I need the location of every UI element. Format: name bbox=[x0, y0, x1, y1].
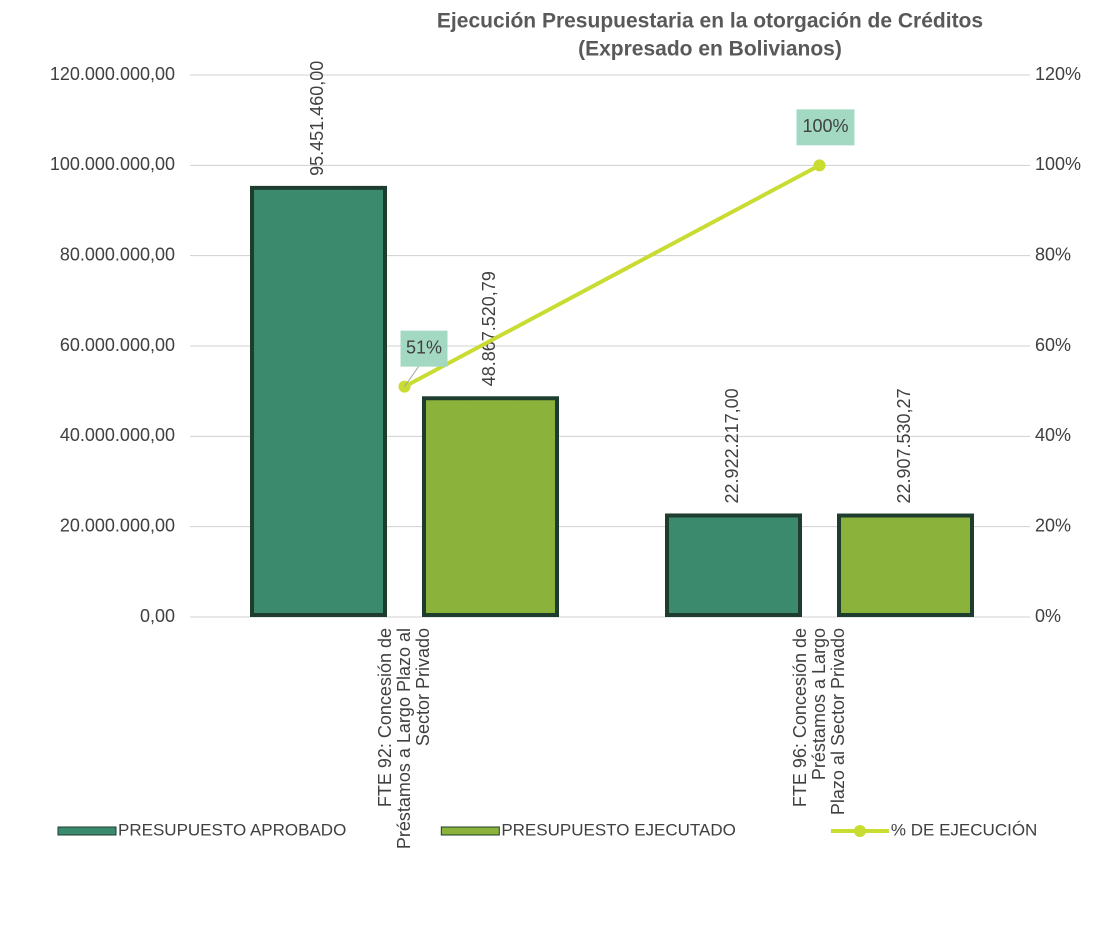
line-value-label: 100% bbox=[802, 116, 848, 136]
bar-shine bbox=[841, 517, 970, 613]
y-tick-label: 60.000.000,00 bbox=[60, 335, 175, 355]
value-label: 22.922.217,00 bbox=[722, 388, 742, 503]
value-label: 22.907.530,27 bbox=[894, 388, 914, 503]
y2-tick-label: 60% bbox=[1035, 335, 1071, 355]
chart-title: Ejecución Presupuestaria en la otorgació… bbox=[437, 10, 983, 33]
y-tick-label: 40.000.000,00 bbox=[60, 425, 175, 445]
line-value-label: 51% bbox=[406, 337, 442, 357]
chart-subtitle: (Expresado en Bolivianos) bbox=[578, 38, 842, 61]
y2-tick-label: 100% bbox=[1035, 154, 1081, 174]
y-tick-label: 120.000.000,00 bbox=[50, 64, 175, 84]
legend-label: PRESUPUESTO EJECUTADO bbox=[501, 820, 736, 839]
y-tick-label: 80.000.000,00 bbox=[60, 244, 175, 264]
y2-tick-label: 80% bbox=[1035, 244, 1071, 264]
line bbox=[403, 163, 821, 389]
leader-line bbox=[404, 366, 419, 387]
label-box bbox=[796, 109, 855, 146]
bar-shine bbox=[669, 517, 798, 613]
y2-tick-label: 40% bbox=[1035, 425, 1071, 445]
legend-swatch-dot bbox=[853, 825, 866, 837]
legend-label: % DE EJECUCIÓN bbox=[891, 820, 1037, 839]
y-tick-label: 20.000.000,00 bbox=[60, 515, 175, 535]
value-label: 95.451.460,00 bbox=[307, 61, 327, 176]
label-box bbox=[400, 330, 448, 367]
bar-shine bbox=[254, 189, 383, 614]
y-tick-label: 100.000.000,00 bbox=[50, 154, 175, 174]
legend-label: PRESUPUESTO APROBADO bbox=[118, 820, 346, 839]
value-label: 48.867.520,79 bbox=[479, 271, 499, 386]
y2-tick-label: 0% bbox=[1035, 606, 1061, 626]
y2-tick-label: 120% bbox=[1035, 64, 1081, 84]
x-tick-label: FTE 92: Concesión de Préstamos a Largo P… bbox=[375, 628, 433, 850]
legend-swatch bbox=[440, 826, 500, 836]
y2-tick-label: 20% bbox=[1035, 515, 1071, 535]
legend-swatch bbox=[57, 826, 117, 836]
y-tick-label: 0,00 bbox=[140, 606, 175, 626]
x-tick-label: FTE 96: Concesión de Préstamos a Largo P… bbox=[790, 628, 848, 816]
bar-shine bbox=[426, 400, 555, 613]
line-point bbox=[813, 159, 826, 172]
